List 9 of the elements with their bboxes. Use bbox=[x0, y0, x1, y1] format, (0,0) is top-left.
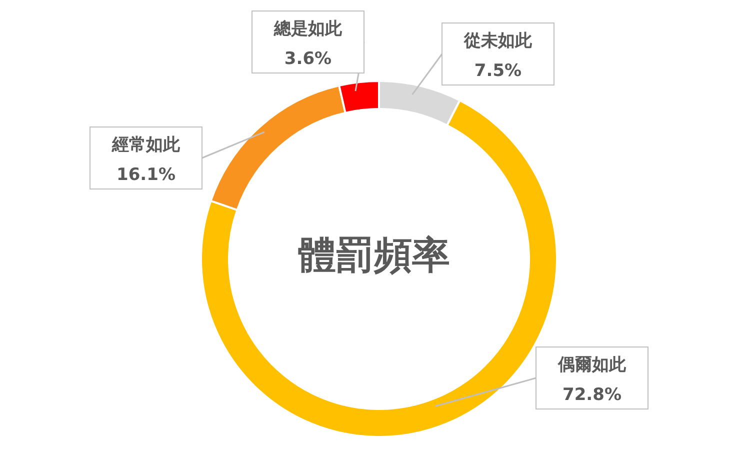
text: 體罰頻率 bbox=[298, 233, 450, 277]
data-label: 72.8% bbox=[562, 385, 622, 405]
slice-label: 偶爾如此 bbox=[557, 355, 627, 375]
slice-label: 經常如此 bbox=[111, 135, 181, 155]
data-label: 16.1% bbox=[116, 165, 176, 185]
data-label: 3.6% bbox=[284, 49, 332, 69]
slice-label: 總是如此 bbox=[273, 19, 343, 39]
slice-label: 從未如此 bbox=[463, 31, 533, 51]
data-label: 7.5% bbox=[474, 61, 522, 81]
